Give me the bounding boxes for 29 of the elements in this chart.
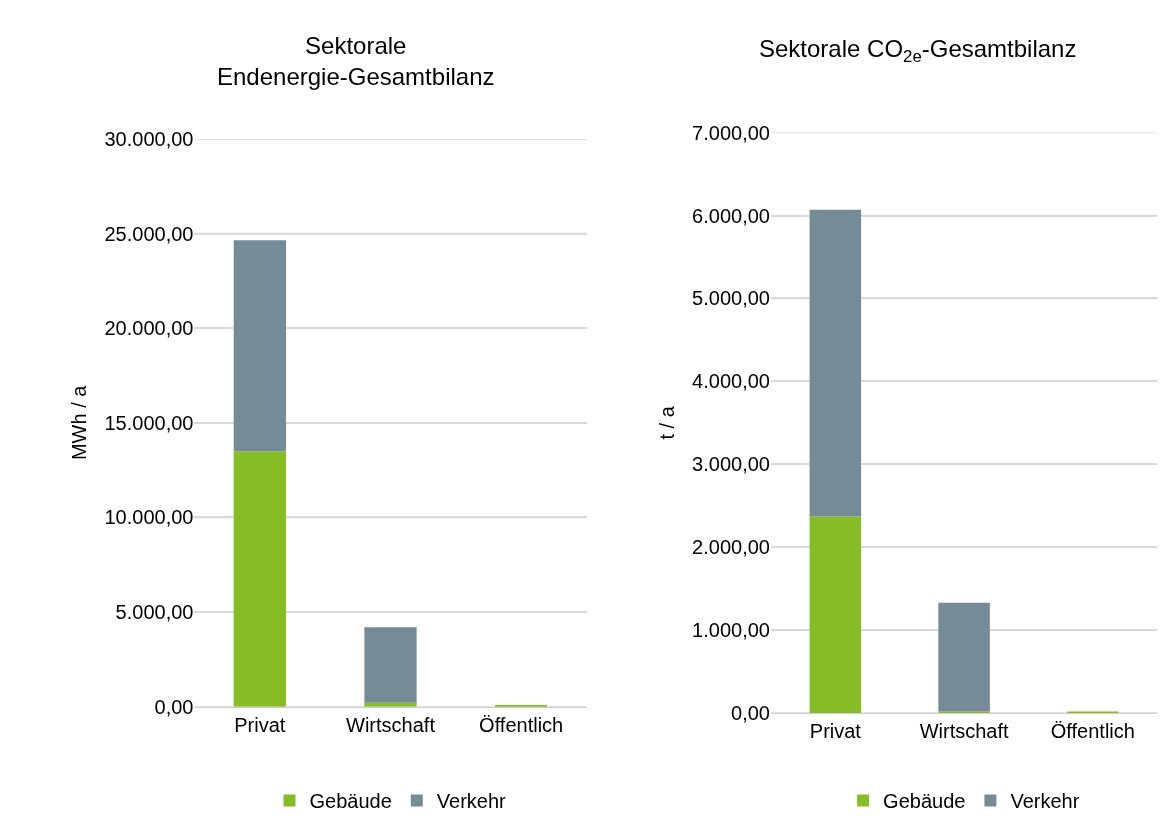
x-tick-label: Privat (234, 713, 286, 736)
x-tick-label: Öffentlich (1050, 720, 1135, 743)
x-tick-label: Öffentlich (479, 713, 564, 736)
x-tick-label: Wirtschaft (919, 720, 1009, 743)
y-tick-label: 4.000,00 (692, 370, 770, 393)
chart-title: Sektorale Endenergie-Gesamtbilanz (217, 32, 495, 91)
x-tick-label: Privat (809, 720, 862, 743)
y-tick-label: 5.000,00 (115, 601, 194, 624)
y-tick-label: 2.000,00 (692, 536, 770, 559)
y-tick-label: 20.000,00 (104, 317, 194, 340)
y-tick-label: 5.000,00 (692, 287, 770, 310)
y-tick-label: 7.000,00 (692, 121, 770, 144)
y-tick-label: 25.000,00 (104, 222, 194, 245)
y-axis-title: MWh / a (68, 384, 90, 461)
y-tick-label: 30.000,00 (104, 128, 194, 151)
legend-label: Verkehr (436, 790, 507, 813)
y-tick-label: 15.000,00 (104, 411, 194, 434)
y-tick-label: 0,00 (731, 702, 770, 725)
legend-label: Verkehr (1010, 790, 1080, 813)
y-tick-label: 1.000,00 (692, 619, 770, 642)
y-tick-label: 3.000,00 (692, 453, 770, 476)
legend-label: Gebäude (309, 790, 392, 813)
y-tick-label: 0,00 (154, 695, 194, 718)
legend-label: Gebäude (883, 790, 966, 813)
x-tick-label: Wirtschaft (346, 713, 436, 736)
y-axis-title: t / a (655, 405, 678, 440)
y-tick-label: 6.000,00 (692, 204, 770, 227)
chart-title: Sektorale CO$_{2e}$-Gesamtbilanz (759, 35, 1077, 67)
y-tick-label: 10.000,00 (104, 506, 194, 529)
